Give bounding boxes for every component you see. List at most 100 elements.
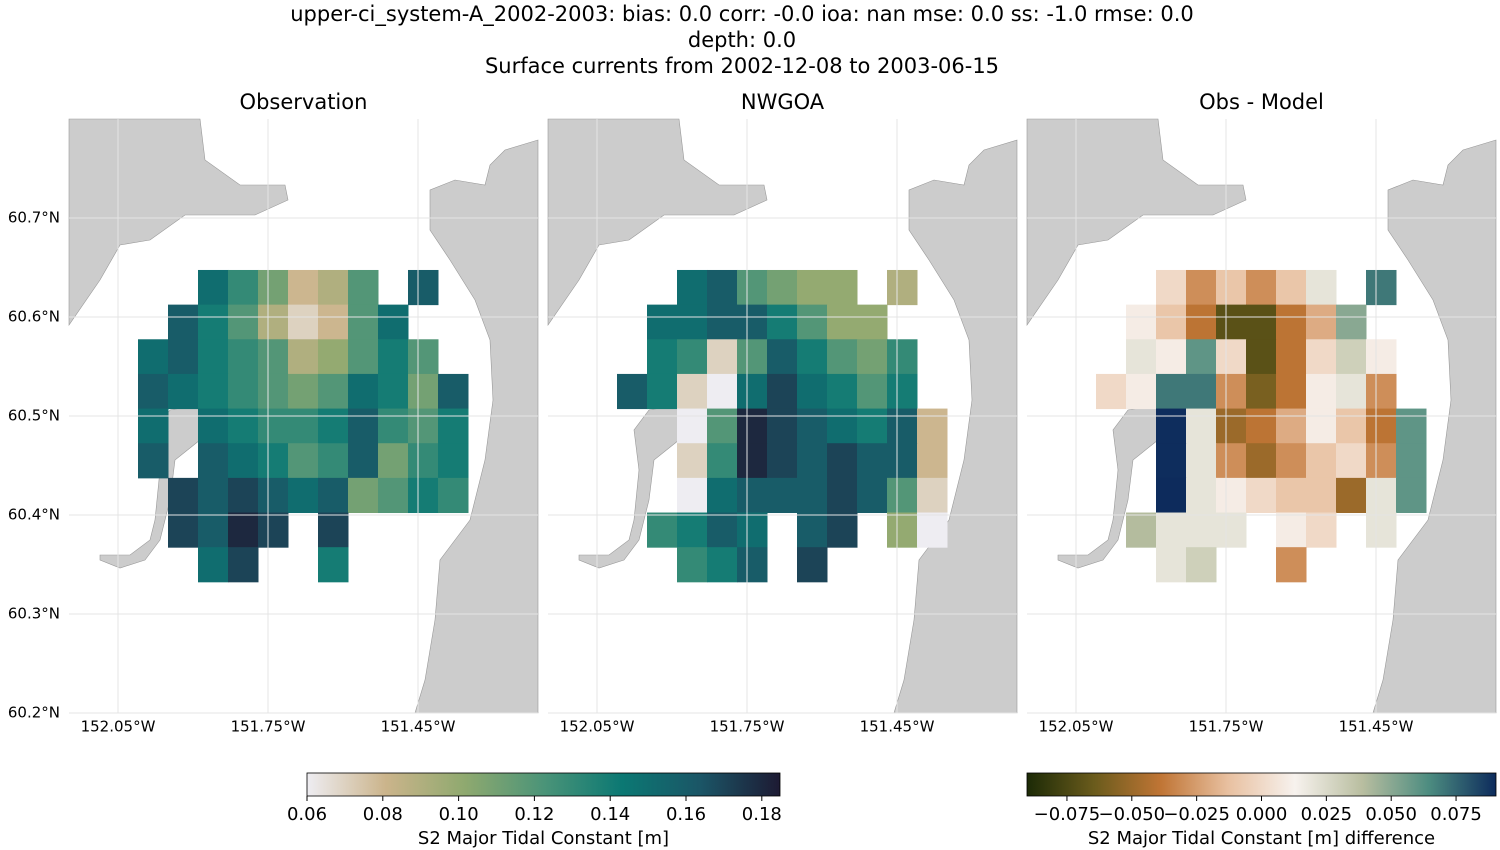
grid-cell [1186, 339, 1217, 375]
grid-cell [1126, 339, 1157, 375]
grid-cell [1366, 477, 1397, 514]
grid-cell [677, 443, 708, 479]
grid-cell [348, 408, 379, 444]
grid-cell [1186, 304, 1217, 340]
grid-cell [1186, 477, 1217, 514]
grid-cell [198, 547, 229, 583]
grid-cell [797, 408, 828, 444]
grid-cell [737, 443, 768, 479]
grid-cell [1156, 512, 1187, 548]
grid-cell [917, 477, 948, 514]
colorbar-tick-label: −0.075 [1034, 804, 1101, 825]
y-tick-label: 60.5°N [8, 407, 60, 425]
grid-cell [1396, 477, 1427, 514]
grid-cell [1096, 373, 1127, 410]
y-tick-label: 60.7°N [8, 209, 60, 227]
grid-cell [797, 512, 828, 548]
grid-cell [198, 477, 229, 514]
grid-cell [647, 373, 678, 410]
grid-cell [1186, 547, 1217, 583]
grid-cell [887, 339, 918, 375]
grid-cell [767, 339, 798, 375]
grid-cell [707, 304, 738, 340]
grid-cell [1156, 443, 1187, 479]
grid-cell [707, 269, 738, 306]
colorbar-tick-label: 0.000 [1236, 804, 1288, 825]
x-tick-label: 151.75°W [710, 718, 785, 736]
grid-cell [258, 477, 289, 514]
title-line: depth: 0.0 [688, 28, 796, 52]
grid-cell [138, 339, 169, 375]
x-tick-label: 151.45°W [860, 718, 935, 736]
grid-cell [827, 373, 858, 410]
colorbar-bar [306, 772, 781, 797]
grid-cell [1366, 443, 1397, 479]
grid-cell [1246, 269, 1277, 306]
y-tick-label: 60.3°N [8, 605, 60, 623]
grid-cell [677, 304, 708, 340]
grid-cell [1306, 443, 1337, 479]
grid-cell [1246, 408, 1277, 444]
grid-cell [737, 512, 768, 548]
grid-cell [737, 269, 768, 306]
grid-cell [1186, 269, 1217, 306]
grid-cell [228, 373, 259, 410]
grid-cell [378, 304, 409, 340]
colorbar-tick-label: −0.025 [1163, 804, 1230, 825]
grid-cell [348, 304, 379, 340]
colorbar-tick-label: 0.06 [287, 804, 327, 825]
grid-cell [1336, 304, 1367, 340]
grid-cell [857, 443, 888, 479]
grid-cell [1276, 269, 1307, 306]
grid-cell [318, 512, 349, 548]
grid-cell [438, 373, 469, 410]
map-panel: Obs - Model 152.05°W 151.75°W 151.45°W [1026, 90, 1497, 736]
grid-cell [827, 339, 858, 375]
grid-cell [857, 373, 888, 410]
colorbar-tick-label: 0.12 [514, 804, 554, 825]
grid-cell [737, 373, 768, 410]
colorbar: 0.06 0.08 0.10 0.12 0.14 0.16 0.18 S2 Major Tid… [287, 772, 782, 849]
grid-cell [1366, 408, 1397, 444]
panels: Observation 152.05°W 151.75°W 151.45°W 60.7°… [8, 90, 1497, 849]
x-tick-label: 152.05°W [1039, 718, 1114, 736]
grid-cell [228, 477, 259, 514]
grid-cell [1306, 373, 1337, 410]
grid-cell [228, 339, 259, 375]
grid-cell [1216, 408, 1247, 444]
grid-cell [348, 373, 379, 410]
grid-cell [647, 339, 678, 375]
grid-cell [318, 477, 349, 514]
grid-cell [348, 269, 379, 306]
colorbar-tick-label: 0.050 [1365, 804, 1417, 825]
grid-cell [438, 443, 469, 479]
grid-cell [228, 547, 259, 583]
colorbar-tick-label: −0.050 [1098, 804, 1165, 825]
grid-cell [1306, 304, 1337, 340]
grid-cell [258, 408, 289, 444]
grid-cell [1366, 339, 1397, 375]
grid-cell [1306, 339, 1337, 375]
grid-cell [438, 408, 469, 444]
x-tick-label: 152.05°W [560, 718, 635, 736]
grid-cell [887, 512, 918, 548]
grid-cell [168, 477, 199, 514]
grid-cell [348, 477, 379, 514]
grid-cell [1276, 443, 1307, 479]
grid-cell [1306, 408, 1337, 444]
grid-cell [767, 304, 798, 340]
grid-cell [1216, 512, 1247, 548]
grid-cell [677, 547, 708, 583]
panel-title: Obs - Model [1199, 90, 1324, 114]
grid-cell [857, 339, 888, 375]
title-line: upper-ci_system-A_2002-2003: bias: 0.0 c… [290, 2, 1194, 27]
grid-cell [1216, 339, 1247, 375]
grid-cell [408, 269, 439, 306]
grid-cell [1396, 443, 1427, 479]
grid-cell [767, 443, 798, 479]
colorbar-tick-label: 0.14 [590, 804, 630, 825]
colorbar: −0.075−0.050−0.025 0.000 0.025 0.050 0.075 S2… [1026, 772, 1497, 849]
grid-cell [288, 373, 319, 410]
x-tick-label: 151.45°W [1339, 718, 1414, 736]
grid-cell [1186, 443, 1217, 479]
